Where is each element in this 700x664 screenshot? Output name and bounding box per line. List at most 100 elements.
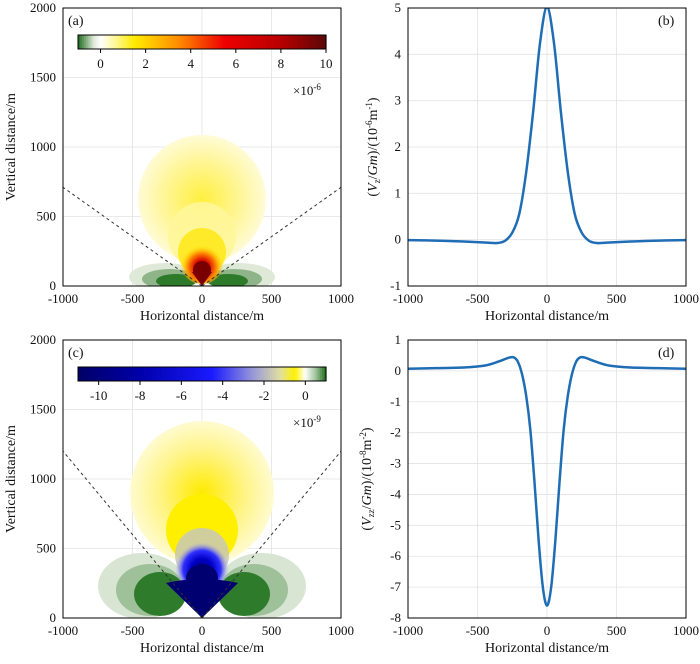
colorbar-segment [295, 367, 298, 381]
colorbar-segment [80, 35, 83, 49]
colorbar-segment [309, 367, 313, 381]
colorbar-segment [102, 35, 106, 49]
colorbar-segment [144, 35, 147, 49]
x-tick-label: 0 [199, 291, 206, 306]
y-tick-label: -2 [390, 425, 401, 440]
x-tick-label: 1000 [328, 291, 354, 306]
colorbar-segment [323, 367, 327, 381]
colorbar-segment [129, 367, 133, 381]
colorbar-segment [140, 35, 143, 49]
colorbar-segment [156, 35, 160, 49]
colorbar-segment [323, 35, 327, 49]
colorbar-multiplier: ×10-6 [293, 82, 321, 98]
colorbar-segment [84, 35, 87, 49]
colorbar-segment [233, 367, 236, 381]
colorbar-segment [133, 35, 137, 49]
y-tick-label: 0 [50, 278, 57, 293]
colorbar-segment [100, 367, 104, 381]
x-tick-label: -1000 [48, 623, 78, 638]
colorbar-segment [282, 367, 286, 381]
colorbar-segment [199, 35, 203, 49]
colorbar-segment [245, 367, 249, 381]
colorbar-segment [127, 35, 131, 49]
colorbar-segment [154, 367, 158, 381]
colorbar-segment [274, 35, 277, 49]
colorbar-tick-label: 0 [97, 56, 104, 71]
y-tick-label: -3 [390, 456, 401, 471]
y-tick-label: 1000 [30, 139, 56, 154]
colorbar-segment [193, 367, 197, 381]
colorbar-segment [266, 35, 269, 49]
colorbar-segment [142, 35, 145, 49]
colorbar-segment [278, 35, 282, 49]
colorbar-segment [121, 35, 125, 49]
x-tick-label: -500 [121, 291, 145, 306]
dashed-boundary-right [201, 450, 341, 618]
plot-frame [62, 339, 342, 619]
colorbar-segment [251, 35, 255, 49]
colorbar-segment [274, 367, 277, 381]
y-tick-label: 4 [395, 46, 402, 61]
colorbar-segment [113, 367, 116, 381]
colorbar-segment [249, 367, 253, 381]
colorbar-segment [86, 367, 89, 381]
colorbar-segment [100, 35, 104, 49]
colorbar-segment [152, 367, 156, 381]
colorbar-segment [208, 367, 211, 381]
colorbar-segment [185, 367, 189, 381]
colorbar-segment [253, 35, 257, 49]
colorbar-segment [272, 367, 275, 381]
colorbar-segment [156, 367, 160, 381]
colorbar-segment [212, 35, 215, 49]
colorbar-segment [264, 35, 267, 49]
y-tick-label: 1 [395, 185, 402, 200]
panel-d: (d) -1000 -500 0 500 1000 -8 -7 -6 -5 -4… [358, 332, 699, 656]
dashed-boundary-left [63, 186, 203, 286]
colorbar-segment [109, 367, 112, 381]
x-tick-label: 1000 [328, 623, 354, 638]
panel-label: (b) [658, 14, 675, 29]
colorbar-segment [96, 367, 100, 381]
vzz-curve [408, 355, 686, 607]
colorbar-segment [127, 367, 131, 381]
colorbar-segment [88, 367, 91, 381]
colorbar-segment [313, 35, 317, 49]
x-tick-label: 500 [607, 291, 627, 306]
colorbar-tick-label: 6 [233, 56, 240, 71]
colorbar-segment [220, 35, 224, 49]
colorbar-segment [235, 367, 238, 381]
colorbar-tick-label: 2 [142, 56, 149, 71]
x-tick-label: -500 [466, 291, 490, 306]
colorbar-segment [152, 35, 156, 49]
colorbar-segment [226, 367, 230, 381]
colorbar-segment [92, 367, 96, 381]
colorbar-segment [301, 367, 304, 381]
colorbar-segment [164, 367, 168, 381]
y-tick-label: 0 [50, 610, 57, 625]
colorbar-segment [226, 35, 230, 49]
colorbar-segment [239, 35, 242, 49]
colorbar-segment [102, 367, 106, 381]
colorbar-segment [319, 35, 323, 49]
colorbar-segment [230, 367, 234, 381]
colorbar-segment [264, 367, 267, 381]
y-tick-label: 5 [395, 0, 402, 15]
colorbar-segment [135, 367, 139, 381]
colorbar-segment [197, 35, 201, 49]
colorbar-segment [299, 367, 302, 381]
colorbar-segment [284, 367, 288, 381]
colorbar-segment [216, 367, 220, 381]
source-wedge [192, 272, 212, 286]
colorbar-segment [162, 367, 166, 381]
colorbar-segment [158, 367, 162, 381]
colorbar-segment [297, 35, 300, 49]
colorbar-segment [185, 35, 189, 49]
colorbar-tick-label: -8 [135, 388, 146, 403]
y-tick-label: 0 [395, 232, 402, 247]
x-tick-label: 1000 [673, 291, 699, 306]
colorbar-segment [307, 367, 311, 381]
colorbar-segment [187, 367, 191, 381]
colorbar-tick-label: 4 [187, 56, 194, 71]
colorbar-segment [266, 367, 269, 381]
colorbar-segment [137, 35, 141, 49]
